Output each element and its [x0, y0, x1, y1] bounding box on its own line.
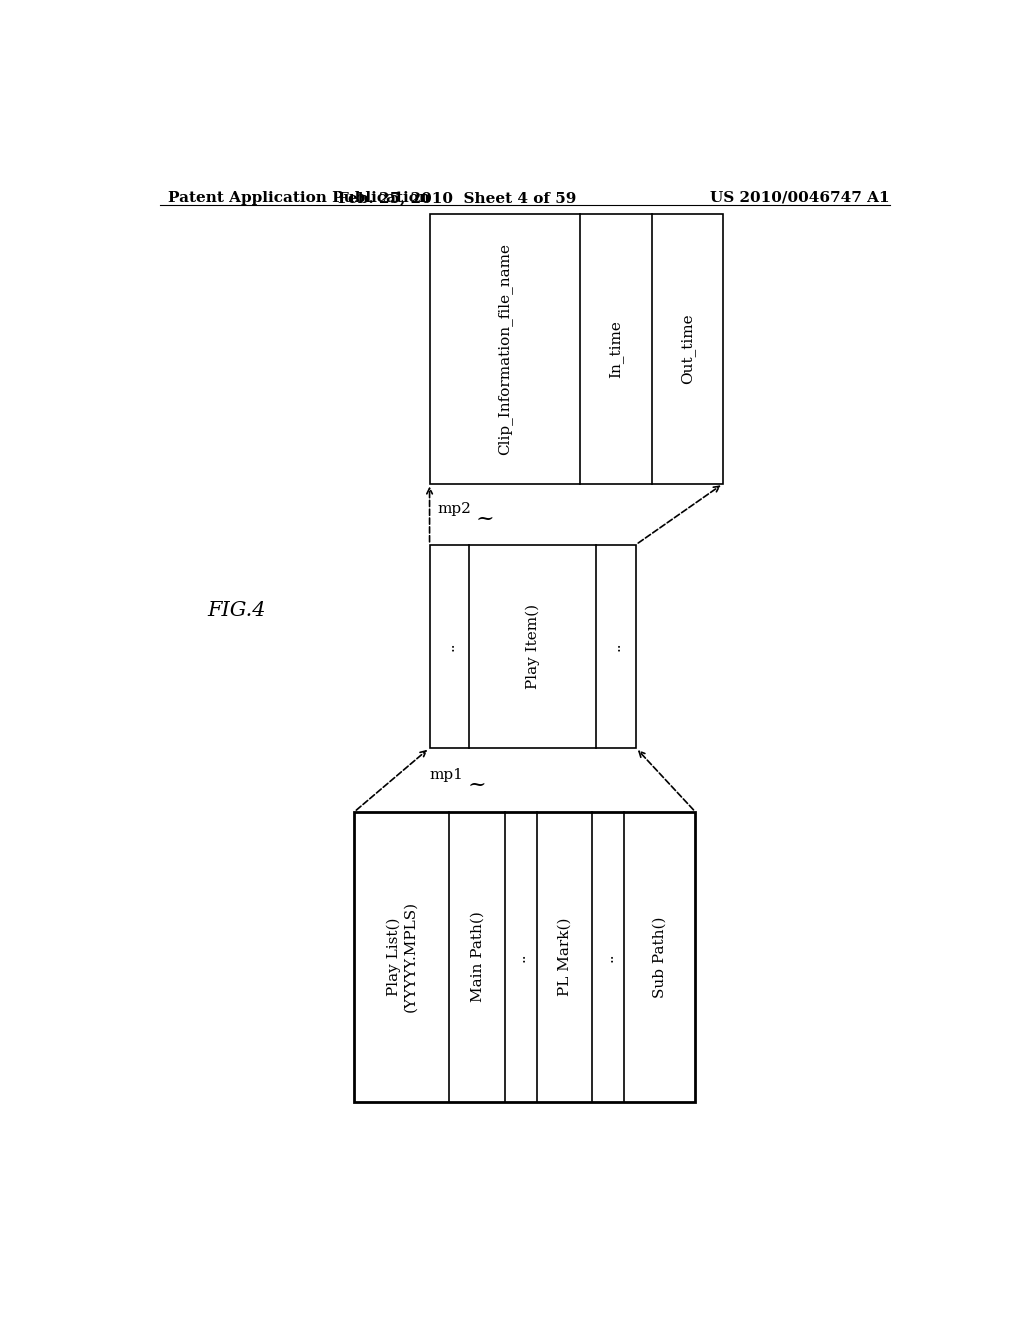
Bar: [430, 545, 636, 748]
Text: Play Item(): Play Item(): [525, 603, 540, 689]
Bar: [354, 812, 695, 1102]
Text: ~: ~: [475, 508, 495, 531]
Text: Out_time: Out_time: [680, 314, 695, 384]
Text: In_time: In_time: [608, 319, 624, 378]
Text: Clip_Information_file_name: Clip_Information_file_name: [498, 243, 512, 455]
Text: Feb. 25, 2010  Sheet 4 of 59: Feb. 25, 2010 Sheet 4 of 59: [338, 191, 577, 205]
Text: ~: ~: [468, 774, 486, 796]
Text: ..: ..: [601, 952, 615, 961]
Text: mp2: mp2: [437, 502, 471, 516]
Bar: [430, 214, 723, 483]
Text: Main Path(): Main Path(): [470, 911, 484, 1002]
Text: ..: ..: [442, 642, 457, 651]
Text: Patent Application Publication: Patent Application Publication: [168, 191, 430, 205]
Text: Sub Path(): Sub Path(): [652, 916, 667, 998]
Text: US 2010/0046747 A1: US 2010/0046747 A1: [711, 191, 890, 205]
Text: PL Mark(): PL Mark(): [557, 917, 571, 997]
Text: mp1: mp1: [430, 768, 464, 781]
Text: FIG.4: FIG.4: [207, 601, 266, 620]
Text: ..: ..: [609, 642, 623, 651]
Text: ..: ..: [514, 952, 527, 961]
Text: Play List()
(YYYYY.MPLS): Play List() (YYYYY.MPLS): [386, 902, 417, 1012]
